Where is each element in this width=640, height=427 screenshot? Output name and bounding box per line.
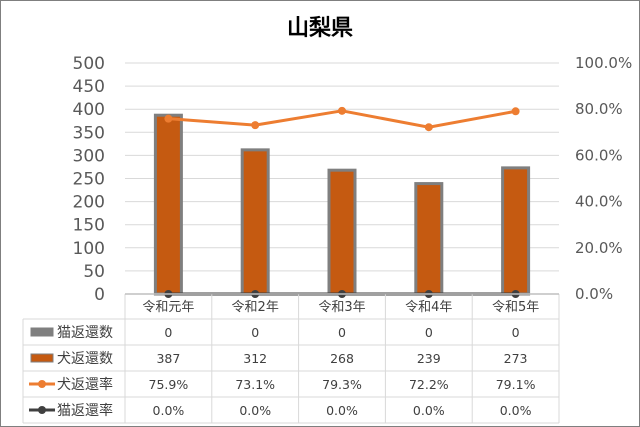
bar xyxy=(240,148,270,296)
y-tick-label: 400 xyxy=(73,100,105,120)
data-label: 273 xyxy=(504,351,528,366)
y2-tick-label: 80.0% xyxy=(575,100,623,118)
line-point xyxy=(164,114,173,123)
chart-title: 山梨県 xyxy=(287,16,353,41)
data-label: 239 xyxy=(417,351,441,366)
data-label: 0 xyxy=(425,325,433,340)
y-tick-label: 150 xyxy=(73,216,105,236)
line-point xyxy=(511,107,520,116)
legend-label: 猫返還数 xyxy=(57,325,113,341)
data-label: 0 xyxy=(251,325,259,340)
data-label: 0 xyxy=(164,325,172,340)
x-tick-label: 令和4年 xyxy=(405,300,452,315)
y2-tick-label: 40.0% xyxy=(575,193,623,211)
data-label: 79.3% xyxy=(322,377,362,392)
x-tick-label: 令和元年 xyxy=(142,300,194,315)
bar xyxy=(414,182,444,296)
legend-key-bar xyxy=(30,327,54,337)
legend-key-marker xyxy=(38,406,46,414)
y-tick-label: 500 xyxy=(73,54,105,74)
legend-label: 犬返還率 xyxy=(57,376,113,393)
data-label: 387 xyxy=(156,351,180,366)
data-label: 75.9% xyxy=(149,377,189,392)
y2-tick-label: 20.0% xyxy=(575,239,623,257)
y-tick-label: 450 xyxy=(73,77,105,97)
data-label: 312 xyxy=(243,351,267,366)
y-tick-label: 0 xyxy=(94,285,105,305)
bar xyxy=(327,168,357,296)
y-tick-label: 350 xyxy=(73,123,105,143)
line-point xyxy=(251,121,260,130)
data-label: 79.1% xyxy=(496,377,536,392)
legend-key-marker xyxy=(38,380,46,388)
y2-tick-label: 100.0% xyxy=(575,54,632,72)
data-label: 0.0% xyxy=(239,403,271,418)
data-label: 0 xyxy=(338,325,346,340)
y-tick-label: 100 xyxy=(73,239,105,259)
legend-label: 猫返還率 xyxy=(57,402,113,419)
y-tick-label: 300 xyxy=(73,146,105,166)
data-label: 72.2% xyxy=(409,377,449,392)
y-tick-label: 200 xyxy=(73,193,105,213)
bar-series xyxy=(153,113,531,296)
legend-key-bar xyxy=(30,353,54,363)
data-label: 0.0% xyxy=(500,403,532,418)
legend-label: 犬返還数 xyxy=(57,351,113,367)
y2-tick-label: 0.0% xyxy=(575,285,613,303)
y-axis-left: 0 50 100 150 200 250 300 350 400 450 500 xyxy=(73,54,105,305)
x-tick-label: 令和5年 xyxy=(492,300,539,315)
y-tick-label: 50 xyxy=(83,262,105,282)
y-axis-right: 0.0% 20.0% 40.0% 60.0% 80.0% 100.0% xyxy=(575,54,632,303)
data-label: 0.0% xyxy=(326,403,358,418)
data-label: 0 xyxy=(512,325,520,340)
line-point xyxy=(338,106,346,115)
data-label: 0.0% xyxy=(153,403,185,418)
y-tick-label: 250 xyxy=(73,170,105,190)
line-point xyxy=(424,123,433,132)
data-label: 0.0% xyxy=(413,403,445,418)
data-label: 268 xyxy=(330,351,354,366)
x-tick-label: 令和2年 xyxy=(232,300,279,315)
y2-tick-label: 60.0% xyxy=(575,146,623,164)
x-tick-label: 令和3年 xyxy=(318,300,365,315)
bar xyxy=(153,113,183,296)
bar xyxy=(501,166,531,296)
data-label: 73.1% xyxy=(235,377,275,392)
